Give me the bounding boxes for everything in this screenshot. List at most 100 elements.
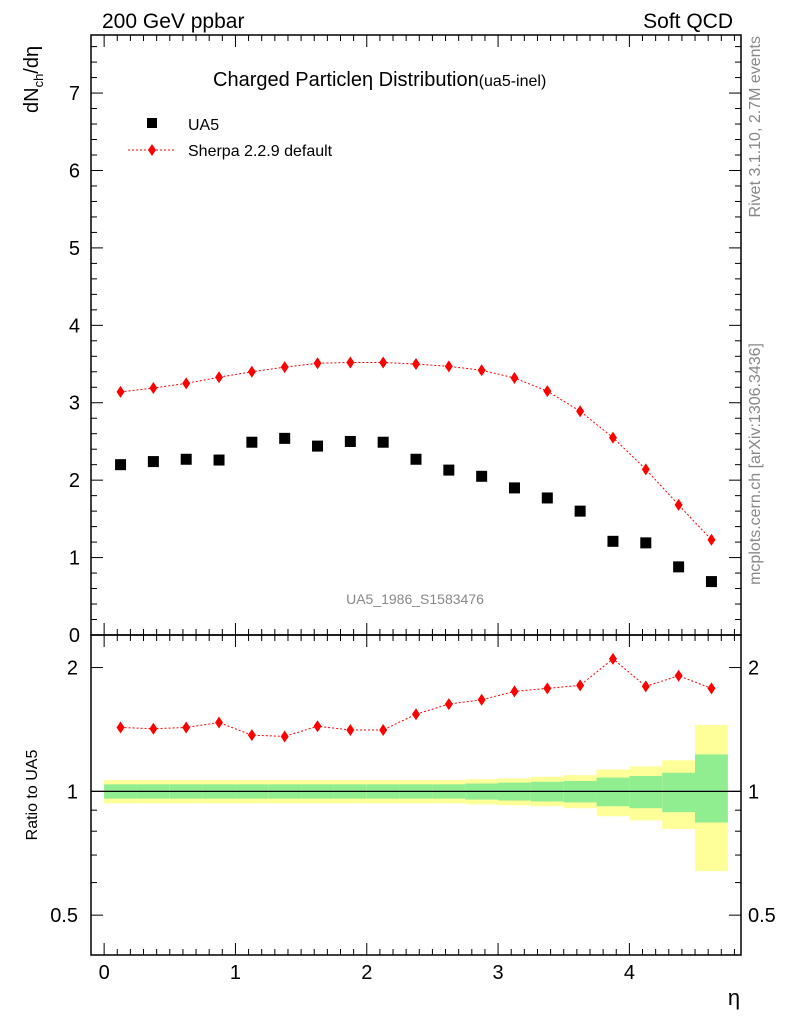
ua5-points: [115, 432, 717, 588]
ratio-y-tick-label-right: 1: [748, 781, 759, 803]
main-y-tick-label: 2: [69, 470, 80, 492]
ratio-sherpa-point: [346, 723, 355, 736]
main-y-tick-label: 5: [69, 238, 80, 260]
ratio-sherpa-series-line: [120, 658, 712, 737]
sherpa-points: [116, 356, 716, 546]
ua5-point: [574, 505, 586, 517]
ua5-point: [213, 454, 225, 466]
ratio-sherpa-point: [182, 721, 191, 734]
main-y-tick-label: 3: [69, 393, 80, 415]
ratio-y-tick-label-left: 1: [67, 781, 78, 803]
ratio-sherpa-point: [280, 730, 289, 743]
ratio-x-tick-label: 0: [99, 962, 110, 984]
ua5-point: [180, 453, 192, 465]
legend-sherpa-marker: [148, 144, 156, 156]
sherpa-point: [412, 358, 420, 371]
ratio-y-tick-labels: 0.5 0.5 1 1 2 2: [50, 658, 776, 928]
main-title: Charged Particleη Distribution(ua5-inel): [213, 69, 546, 91]
ratio-sherpa-point: [543, 682, 552, 695]
ua5-point: [115, 459, 127, 471]
analysis-watermark: UA5_1986_S1583476: [346, 591, 484, 607]
sherpa-point: [280, 361, 289, 374]
ratio-x-tick-labels: 0 1 2 3 4: [99, 962, 635, 984]
ratio-sherpa-point: [576, 679, 585, 692]
ua5-point: [443, 464, 455, 476]
mcplots-label: mcplots.cern.ch [arXiv:1306.3436]: [747, 343, 764, 585]
ratio-sherpa-point: [707, 682, 716, 695]
main-y-tick-label: 6: [69, 160, 80, 182]
sherpa-point: [477, 364, 486, 377]
ratio-sherpa-point: [313, 720, 322, 733]
legend-ua5-marker: [147, 118, 157, 128]
ratio-sherpa-point: [149, 722, 158, 735]
sherpa-point: [641, 463, 650, 476]
ratio-sherpa-point: [116, 721, 125, 734]
sherpa-line: [120, 361, 712, 541]
ratio-sherpa-point: [674, 669, 683, 682]
main-y-tick-label: 7: [69, 83, 80, 105]
stat-uncertainty-band: [695, 754, 728, 823]
ratio-y-tick-label-right: 0.5: [748, 905, 776, 927]
sherpa-point: [313, 357, 322, 370]
ratio-x-tick-label: 3: [493, 962, 504, 984]
rivet-label: Rivet 3.1.10, 2.7M events: [747, 36, 764, 217]
ua5-point: [279, 432, 291, 444]
sherpa-point: [510, 371, 519, 384]
stat-uncertainty-band: [629, 775, 663, 809]
legend-ua5-label: UA5: [188, 117, 219, 134]
ratio-sherpa-point: [608, 652, 617, 665]
main-y-tick-label: 0: [69, 625, 80, 647]
legend: UA5 Sherpa 2.2.9 default: [128, 117, 333, 160]
ratio-sherpa-point: [215, 716, 224, 729]
ua5-point: [705, 576, 717, 588]
main-y-tick-label: 1: [69, 548, 80, 570]
sherpa-point: [444, 360, 453, 373]
ratio-sherpa-point: [477, 693, 486, 706]
sherpa-point: [149, 382, 158, 395]
sherpa-point: [182, 377, 191, 390]
sherpa-point: [543, 385, 552, 398]
ua5-point: [246, 436, 258, 448]
main-y-label: dNch/dη: [21, 46, 46, 113]
ratio-y-label: Ratio to UA5: [24, 750, 41, 841]
main-y-tick-label: 4: [69, 315, 80, 337]
ratio-sherpa-point: [379, 723, 388, 736]
ratio-x-tick-label: 1: [230, 962, 241, 984]
ua5-point: [344, 435, 356, 447]
ratio-x-tick-label: 2: [361, 962, 372, 984]
ua5-point: [640, 537, 652, 549]
ua5-point: [607, 535, 619, 547]
sherpa-point: [674, 498, 683, 511]
main-y-tick-labels: 0 1 2 3 4 5 6 7: [69, 83, 80, 647]
ua5-point: [508, 482, 520, 494]
legend-sherpa-label: Sherpa 2.2.9 default: [188, 143, 333, 160]
stat-uncertainty-band: [662, 772, 696, 813]
ua5-point: [541, 492, 553, 504]
sherpa-series-line: [120, 361, 712, 541]
main-axis-ticks: [91, 35, 741, 636]
ua5-point: [673, 561, 685, 573]
sherpa-point: [346, 356, 355, 369]
ratio-y-tick-label-left: 0.5: [50, 905, 78, 927]
ratio-sherpa-point: [412, 708, 420, 721]
ua5-point: [377, 436, 389, 448]
sherpa-point: [608, 431, 617, 444]
main-plot-panel: 0 1 2 3 4 5 6 7 Charged Particleη Distribution(…: [21, 34, 742, 647]
header-right: Soft QCD: [643, 10, 733, 33]
ratio-x-tick-label: 4: [624, 962, 635, 984]
sherpa-point: [707, 533, 716, 546]
sherpa-point: [215, 371, 224, 384]
ratio-sherpa-point: [247, 729, 256, 742]
ua5-point: [312, 440, 324, 452]
sherpa-point: [379, 356, 388, 369]
ratio-plot-panel: 0.5 0.5 1 1 2 2 0 1 2 3 4 Ratio to UA5 η: [24, 634, 776, 1010]
ua5-point: [476, 470, 488, 482]
ratio-y-tick-label-right: 2: [748, 658, 759, 680]
ratio-uncertainty-bands: [104, 724, 728, 872]
ratio-sherpa-point: [510, 685, 519, 698]
ratio-y-tick-label-left: 2: [67, 658, 78, 680]
sherpa-point: [247, 365, 256, 378]
ratio-axis-ticks: [91, 635, 741, 956]
header-left: 200 GeV ppbar: [102, 10, 244, 33]
